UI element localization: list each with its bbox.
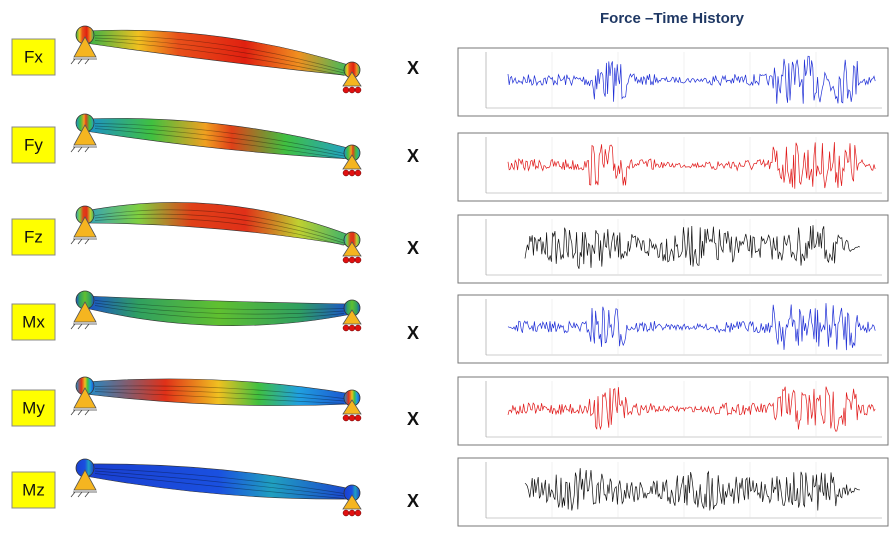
waveform <box>524 468 860 511</box>
operator: X <box>407 323 419 343</box>
spring-leaf <box>94 470 345 497</box>
waveform <box>524 225 860 269</box>
support-left <box>73 36 97 58</box>
spring-body <box>84 463 353 500</box>
roller <box>348 324 356 332</box>
support-left <box>73 216 97 238</box>
spring-leaf <box>94 125 345 157</box>
label: Fx <box>24 47 43 66</box>
roller <box>342 256 350 264</box>
spring-leaf <box>94 305 345 320</box>
ground-hatch <box>70 58 97 65</box>
roller <box>348 256 356 264</box>
roller <box>354 324 362 332</box>
operator: X <box>407 409 419 429</box>
support-right <box>342 494 362 510</box>
waveform <box>507 55 876 104</box>
label-box <box>11 389 56 427</box>
spring-leaf <box>94 217 345 246</box>
support-right <box>342 154 362 170</box>
spring-leaf <box>94 388 345 402</box>
roller <box>342 169 350 177</box>
spring-leaf <box>94 209 345 241</box>
plot-frame <box>457 376 889 446</box>
ground-hatch <box>70 238 97 245</box>
spring-leaf <box>94 35 345 71</box>
label: Mx <box>22 312 45 331</box>
ground-hatch <box>70 146 97 153</box>
roller <box>348 86 356 94</box>
label: Mz <box>22 480 45 499</box>
roller <box>348 509 356 517</box>
support-right <box>342 309 362 325</box>
roller <box>354 414 362 422</box>
roller <box>342 324 350 332</box>
roller <box>342 414 350 422</box>
title: Force –Time History <box>600 10 745 27</box>
spring-leaf <box>94 473 345 499</box>
operator: X <box>407 238 419 258</box>
waveform <box>507 303 876 351</box>
spring-leaf <box>94 213 345 244</box>
operator: X <box>407 491 419 511</box>
support-right <box>342 241 362 257</box>
label: Fz <box>24 227 43 246</box>
spring-leaf <box>94 385 345 399</box>
operator: X <box>407 58 419 78</box>
ground-hatch <box>70 323 97 330</box>
label-box <box>11 303 56 341</box>
label-box <box>11 471 56 509</box>
spring-body <box>84 202 353 247</box>
plot-frame <box>457 214 889 284</box>
roller <box>342 509 350 517</box>
label-box <box>11 218 56 256</box>
support-right <box>342 399 362 415</box>
spring-leaf <box>94 40 345 76</box>
roller <box>348 414 356 422</box>
spring-leaf <box>94 302 345 315</box>
label-box <box>11 126 56 164</box>
waveform <box>507 142 876 189</box>
plot-frame <box>457 294 889 364</box>
support-left <box>73 124 97 146</box>
plot-frame <box>457 457 889 527</box>
roller <box>342 86 350 94</box>
roller <box>354 86 362 94</box>
support-left <box>73 387 97 409</box>
spring-body <box>84 295 353 326</box>
spring-leaf <box>94 468 345 494</box>
spring-leaf <box>94 300 345 311</box>
support-left <box>73 301 97 323</box>
spring-leaf <box>94 37 345 74</box>
roller <box>354 256 362 264</box>
ground-hatch <box>70 409 97 416</box>
label-box <box>11 38 56 76</box>
spring-leaf <box>94 128 345 159</box>
operator: X <box>407 146 419 166</box>
roller <box>354 169 362 177</box>
roller <box>354 509 362 517</box>
label: My <box>22 398 45 417</box>
waveform <box>507 386 876 432</box>
support-right <box>342 71 362 87</box>
spring-leaf <box>94 123 345 154</box>
ground-hatch <box>70 491 97 498</box>
label: Fy <box>24 135 43 154</box>
support-left <box>73 469 97 491</box>
spring-leaf <box>94 391 345 404</box>
roller <box>348 169 356 177</box>
